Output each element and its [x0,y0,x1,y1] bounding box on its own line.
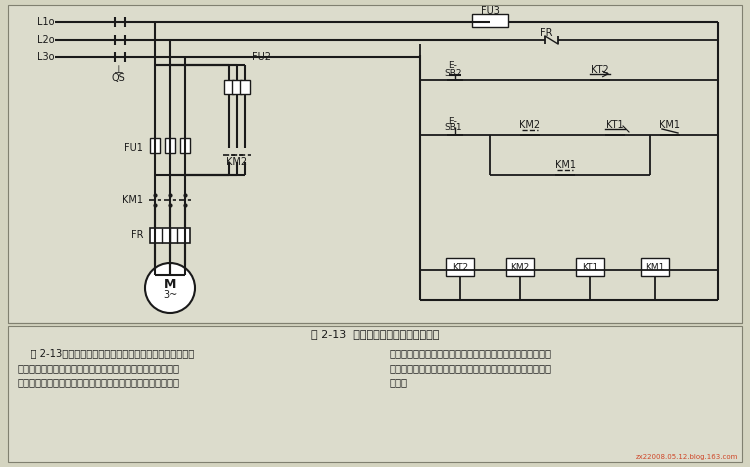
Text: KM1: KM1 [122,195,143,205]
Text: KM2: KM2 [510,262,530,271]
Text: FR: FR [540,28,553,38]
Text: FU2: FU2 [252,52,271,62]
Text: zx22008.05.12.blog.163.com: zx22008.05.12.blog.163.com [635,454,738,460]
Bar [150,228,190,243]
Text: QS: QS [111,73,125,83]
Text: KT2: KT2 [452,262,468,271]
Bar [8,5,742,323]
Text: KM2: KM2 [520,120,541,130]
Text: SB2: SB2 [444,69,462,78]
Bar [576,258,604,276]
Text: 的那套起动熔断器自动退出。这样就可以将长期运行的那套熔
断器熔丝的额定电流选得与电动机的额定电流一致，从而得到
保护。: 的那套起动熔断器自动退出。这样就可以将长期运行的那套熔 断器熔丝的额定电流选得与… [390,348,552,388]
Bar [240,80,250,94]
Text: E-: E- [448,116,458,126]
Bar [446,258,474,276]
Text: ⊥: ⊥ [113,65,123,75]
Bar [8,326,742,462]
Text: SB1: SB1 [444,123,462,133]
Text: KT1: KT1 [606,120,624,130]
Text: KM1: KM1 [645,262,664,271]
Text: E-: E- [448,61,458,70]
Text: 图 2-13所示为采用带起动熔断器的自动控制线路，该线路
中增加了一套起动熔断器，与原有的一套熔断器并联在主电路
内共同工作。待电动机起动过程完成，进入正常运行: 图 2-13所示为采用带起动熔断器的自动控制线路，该线路 中增加了一套起动熔断器… [18,348,194,388]
Bar [506,258,534,276]
Text: L1o: L1o [38,17,55,27]
Bar [150,138,160,153]
Text: L2o: L2o [38,35,55,45]
Circle shape [145,263,195,313]
Text: FU1: FU1 [124,143,143,153]
Text: KM1: KM1 [554,160,575,170]
Text: KT1: KT1 [582,262,598,271]
Bar [232,80,242,94]
Text: 图 2-13  带起动熔断器的自动控制线路: 图 2-13 带起动熔断器的自动控制线路 [310,329,440,339]
Text: FR: FR [130,230,143,240]
Bar [472,14,508,27]
Text: 3~: 3~ [163,290,177,300]
Text: KM2: KM2 [226,157,248,167]
Text: KM1: KM1 [659,120,680,130]
Bar [641,258,669,276]
Bar [165,138,175,153]
Text: M: M [164,277,176,290]
Text: L3o: L3o [38,52,55,62]
Bar [224,80,234,94]
Bar [180,138,190,153]
Text: FU3: FU3 [481,6,500,16]
Text: KT2: KT2 [591,65,609,75]
